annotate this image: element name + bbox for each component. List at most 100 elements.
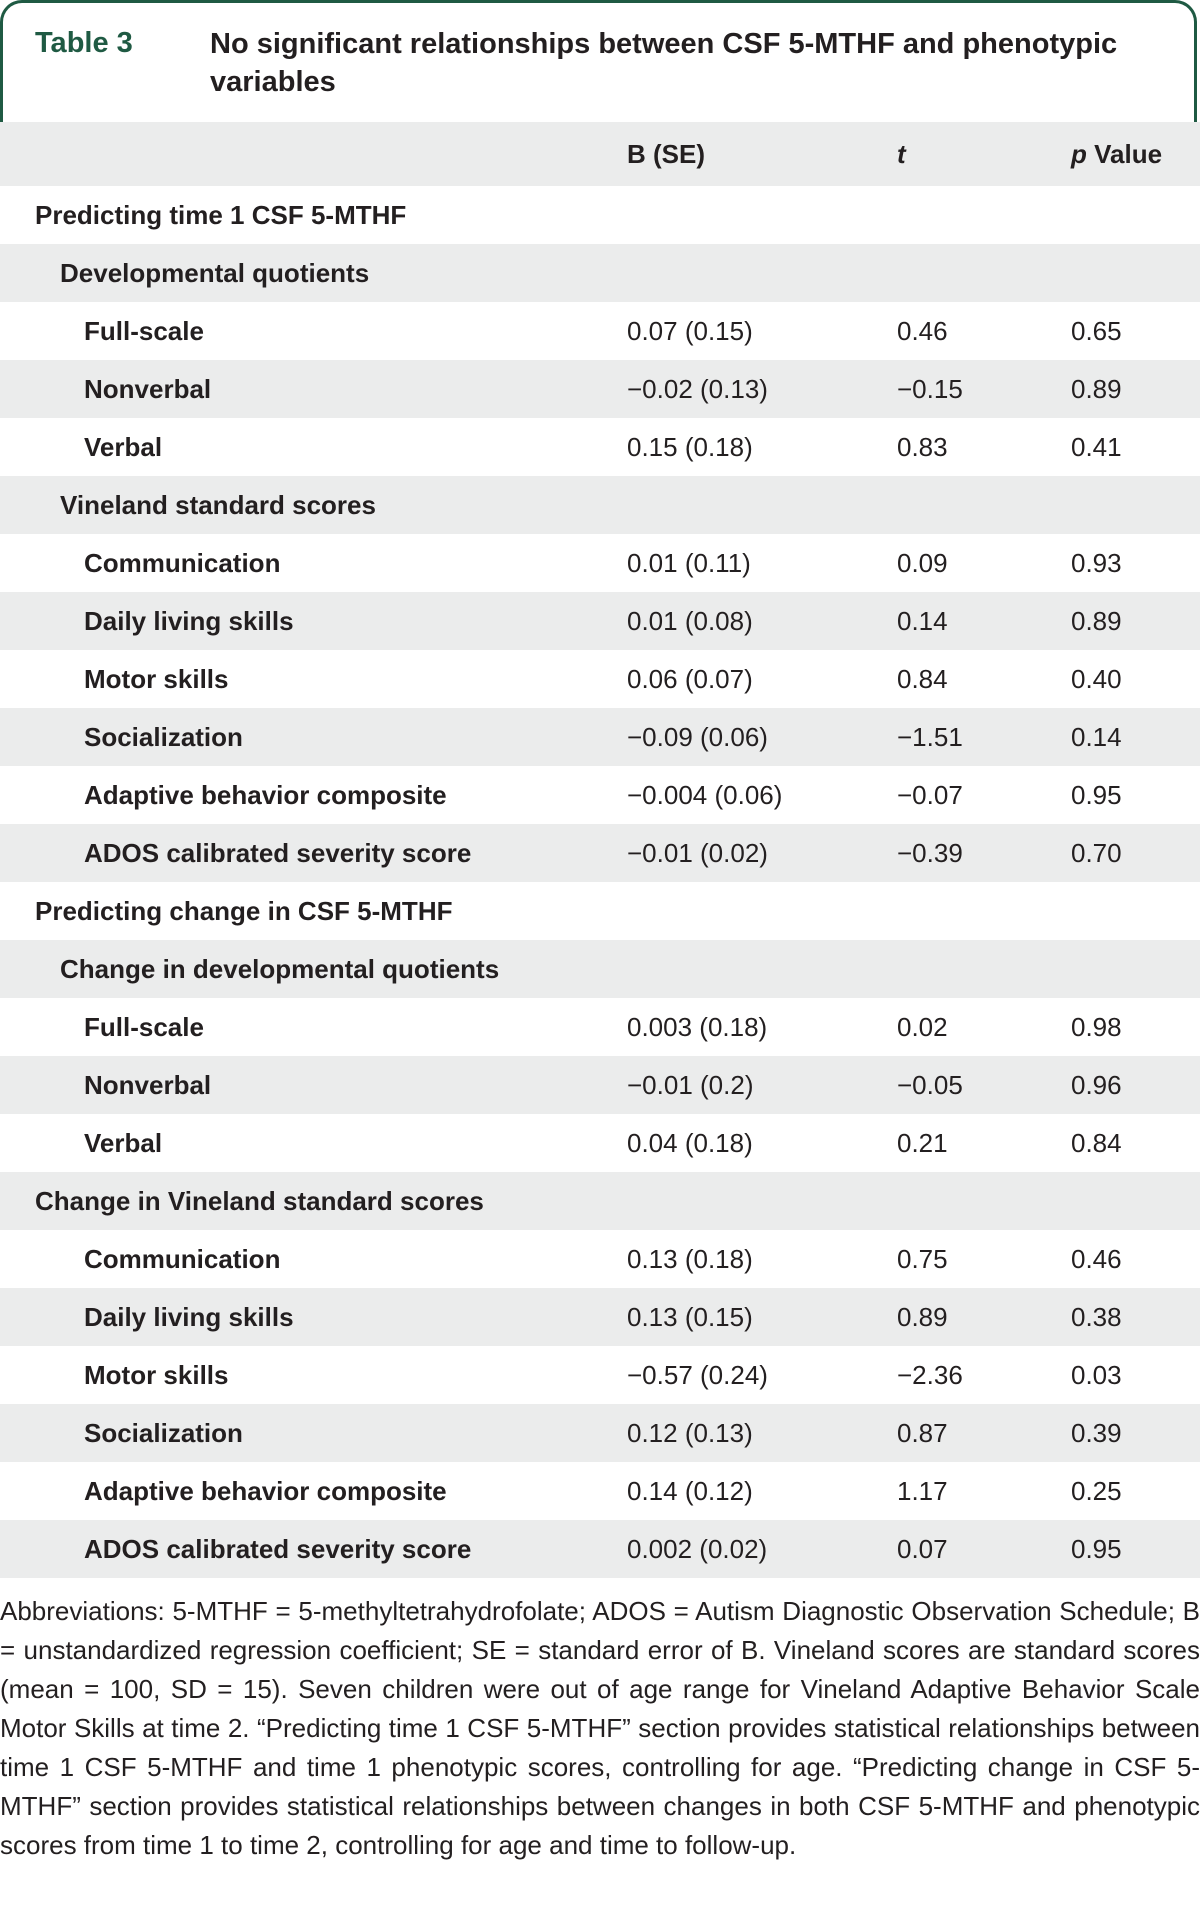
cell-p-value [1071, 244, 1200, 302]
cell-t: 0.21 [897, 1114, 1071, 1172]
column-header-p-italic: p [1071, 138, 1087, 169]
cell-t [897, 1172, 1071, 1230]
table-row: Motor skills −0.57 (0.24) −2.36 0.03 [0, 1346, 1200, 1404]
table-row: Change in Vineland standard scores [0, 1172, 1200, 1230]
row-label: Motor skills [0, 650, 627, 708]
cell-b-se: 0.14 (0.12) [627, 1462, 897, 1520]
cell-t: −2.36 [897, 1346, 1071, 1404]
column-header-p-value: p Value [1071, 122, 1200, 186]
cell-b-se: −0.01 (0.02) [627, 824, 897, 882]
cell-p-value: 0.39 [1071, 1404, 1200, 1462]
row-label: Predicting change in CSF 5-MTHF [0, 882, 627, 940]
cell-b-se: −0.004 (0.06) [627, 766, 897, 824]
row-label: Communication [0, 534, 627, 592]
table-body: Predicting time 1 CSF 5-MTHF Developmenta… [0, 186, 1200, 1578]
table-card: Table 3 No significant relationships bet… [0, 0, 1200, 1860]
data-table: B (SE) t p Value Predicting time 1 CSF 5… [0, 122, 1200, 1578]
table-row: Communication 0.01 (0.11) 0.09 0.93 [0, 534, 1200, 592]
cell-b-se: 0.07 (0.15) [627, 302, 897, 360]
cell-p-value [1071, 186, 1200, 244]
cell-p-value: 0.41 [1071, 418, 1200, 476]
table-row: Full-scale 0.003 (0.18) 0.02 0.98 [0, 998, 1200, 1056]
cell-b-se: 0.12 (0.13) [627, 1404, 897, 1462]
table-header: Table 3 No significant relationships bet… [0, 0, 1197, 122]
row-label: Communication [0, 1230, 627, 1288]
cell-p-value: 0.95 [1071, 1520, 1200, 1578]
cell-p-value: 0.84 [1071, 1114, 1200, 1172]
cell-b-se: −0.09 (0.06) [627, 708, 897, 766]
row-label: Verbal [0, 1114, 627, 1172]
cell-t: 0.46 [897, 302, 1071, 360]
row-label: Socialization [0, 708, 627, 766]
table-row: Daily living skills 0.13 (0.15) 0.89 0.38 [0, 1288, 1200, 1346]
cell-p-value [1071, 882, 1200, 940]
table-title: No significant relationships between CSF… [210, 28, 1118, 98]
cell-b-se: 0.04 (0.18) [627, 1114, 897, 1172]
table-row: Nonverbal −0.02 (0.13) −0.15 0.89 [0, 360, 1200, 418]
table-header-row: B (SE) t p Value [0, 122, 1200, 186]
table-row: Socialization −0.09 (0.06) −1.51 0.14 [0, 708, 1200, 766]
table-row: Adaptive behavior composite 0.14 (0.12) 1.… [0, 1462, 1200, 1520]
column-header-t: t [897, 122, 1071, 186]
cell-b-se [627, 940, 897, 998]
table-row: Motor skills 0.06 (0.07) 0.84 0.40 [0, 650, 1200, 708]
row-label: Vineland standard scores [0, 476, 627, 534]
cell-p-value: 0.14 [1071, 708, 1200, 766]
cell-t: −1.51 [897, 708, 1071, 766]
row-label: Change in developmental quotients [0, 940, 627, 998]
row-label: ADOS calibrated severity score [0, 1520, 627, 1578]
cell-p-value: 0.89 [1071, 592, 1200, 650]
table-row: Developmental quotients [0, 244, 1200, 302]
row-label: Developmental quotients [0, 244, 627, 302]
cell-t [897, 244, 1071, 302]
cell-t: 0.83 [897, 418, 1071, 476]
cell-t: 0.87 [897, 1404, 1071, 1462]
row-label: Nonverbal [0, 1056, 627, 1114]
table-row: ADOS calibrated severity score 0.002 (0.0… [0, 1520, 1200, 1578]
cell-b-se: 0.15 (0.18) [627, 418, 897, 476]
table-row: Full-scale 0.07 (0.15) 0.46 0.65 [0, 302, 1200, 360]
cell-b-se: −0.01 (0.2) [627, 1056, 897, 1114]
cell-t [897, 882, 1071, 940]
row-label: Full-scale [0, 998, 627, 1056]
cell-p-value [1071, 1172, 1200, 1230]
table-row: Verbal 0.15 (0.18) 0.83 0.41 [0, 418, 1200, 476]
cell-b-se: 0.002 (0.02) [627, 1520, 897, 1578]
table-row: Vineland standard scores [0, 476, 1200, 534]
cell-t: −0.05 [897, 1056, 1071, 1114]
row-label: Daily living skills [0, 1288, 627, 1346]
cell-t: 0.14 [897, 592, 1071, 650]
table-row: Predicting time 1 CSF 5-MTHF [0, 186, 1200, 244]
row-label: Change in Vineland standard scores [0, 1172, 627, 1230]
cell-t: 0.75 [897, 1230, 1071, 1288]
row-label: Adaptive behavior composite [0, 766, 627, 824]
cell-b-se: 0.06 (0.07) [627, 650, 897, 708]
cell-p-value [1071, 940, 1200, 998]
cell-t: −0.15 [897, 360, 1071, 418]
cell-p-value: 0.25 [1071, 1462, 1200, 1520]
cell-t: 0.02 [897, 998, 1071, 1056]
cell-b-se: 0.13 (0.18) [627, 1230, 897, 1288]
cell-t: 0.09 [897, 534, 1071, 592]
cell-t [897, 940, 1071, 998]
cell-p-value: 0.03 [1071, 1346, 1200, 1404]
cell-t: −0.39 [897, 824, 1071, 882]
cell-b-se [627, 476, 897, 534]
cell-b-se: 0.13 (0.15) [627, 1288, 897, 1346]
cell-p-value [1071, 476, 1200, 534]
table-row: Daily living skills 0.01 (0.08) 0.14 0.89 [0, 592, 1200, 650]
table-row: Nonverbal −0.01 (0.2) −0.05 0.96 [0, 1056, 1200, 1114]
table-row: Change in developmental quotients [0, 940, 1200, 998]
cell-b-se: −0.57 (0.24) [627, 1346, 897, 1404]
cell-t: 0.84 [897, 650, 1071, 708]
row-label: ADOS calibrated severity score [0, 824, 627, 882]
cell-t: −0.07 [897, 766, 1071, 824]
cell-p-value: 0.95 [1071, 766, 1200, 824]
row-label: Motor skills [0, 1346, 627, 1404]
cell-t: 1.17 [897, 1462, 1071, 1520]
cell-p-value: 0.65 [1071, 302, 1200, 360]
cell-p-value: 0.40 [1071, 650, 1200, 708]
cell-p-value: 0.96 [1071, 1056, 1200, 1114]
cell-b-se [627, 882, 897, 940]
cell-t [897, 476, 1071, 534]
